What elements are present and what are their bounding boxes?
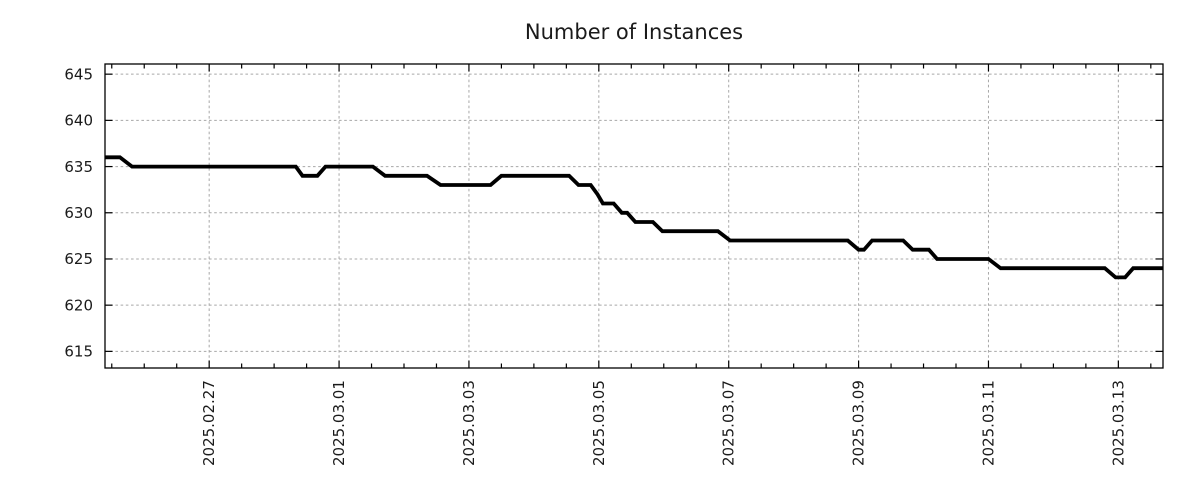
y-tick-label: 635 [64,158,93,176]
y-tick-label: 615 [64,343,93,361]
plot-border [104,63,1164,369]
y-tick-label: 625 [64,250,93,268]
x-tick-labels: 2025.02.27 2025.03.01 2025.03.03 2025.03.05… [200,380,1127,466]
axis-ticks [105,64,1163,368]
x-tick-label: 2025.03.09 [850,380,868,466]
x-tick-label: 2025.02.27 [200,380,218,466]
y-tick-label: 620 [64,296,93,314]
series-line [105,155,1163,280]
y-tick-label: 645 [64,65,93,83]
x-tick-label: 2025.03.05 [590,380,608,466]
x-tick-label: 2025.03.03 [460,380,478,466]
chart-title: Number of Instances [525,20,743,44]
x-tick-label: 2025.03.13 [1109,380,1127,466]
x-tick-label: 2025.03.11 [979,380,997,466]
x-tick-label: 2025.03.07 [720,380,738,466]
y-tick-labels: 615 620 625 630 635 640 645 [64,65,93,360]
y-tick-label: 640 [64,112,93,130]
gridlines [105,64,1163,368]
y-tick-label: 630 [64,204,93,222]
x-tick-label: 2025.03.01 [330,380,348,466]
